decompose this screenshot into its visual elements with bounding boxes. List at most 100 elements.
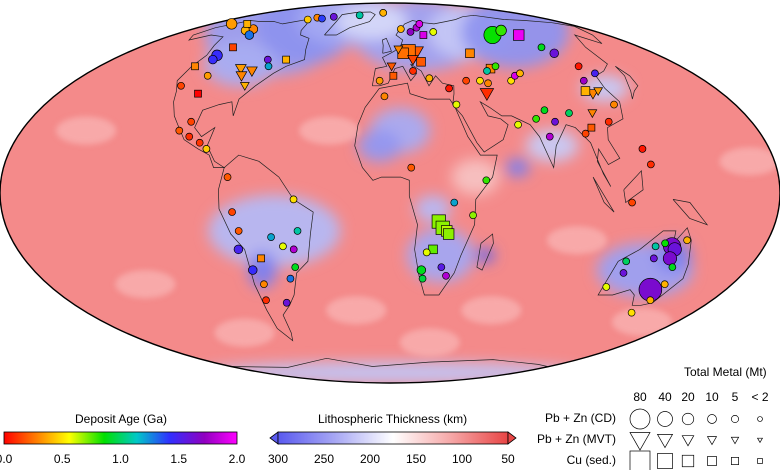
deposit-square <box>513 29 525 41</box>
deposit-circle <box>610 100 618 109</box>
deposit-circle <box>291 263 300 272</box>
deposit-triangle <box>479 88 495 102</box>
deposit-circle <box>425 74 434 83</box>
deposit-circle <box>233 244 244 255</box>
ocean-background <box>0 3 780 383</box>
size-legend-column-label: 20 <box>681 390 695 404</box>
age-legend-title: Deposit Age (Ga) <box>75 412 168 426</box>
deposit-triangle <box>587 89 599 100</box>
deposit-square <box>243 20 252 28</box>
thickness-colorbar <box>269 431 517 445</box>
deposit-circle <box>482 176 491 185</box>
size-legend-circle <box>629 408 651 430</box>
deposit-circle <box>416 265 427 275</box>
deposit-circle <box>445 84 453 93</box>
deposit-circle <box>532 114 540 123</box>
deposit-circle <box>579 76 588 85</box>
deposit-square <box>442 228 455 240</box>
size-legend-symbols <box>629 408 764 470</box>
age-tick-label: 2.0 <box>228 452 246 466</box>
deposit-circle <box>203 71 212 80</box>
deposit-circle <box>651 242 660 251</box>
deposit-circle <box>619 269 628 277</box>
deposit-circle <box>418 274 427 283</box>
deposit-circle <box>491 62 500 71</box>
deposit-square <box>419 31 428 39</box>
age-tick-label: 1.0 <box>112 452 129 466</box>
deposit-circle <box>234 227 243 235</box>
size-legend-column-label: 40 <box>658 390 672 404</box>
deposit-square <box>229 43 237 52</box>
thickness-legend-title: Lithospheric Thickness (km) <box>318 412 468 426</box>
deposit-circle <box>495 24 507 37</box>
deposit-circle <box>638 145 647 153</box>
deposit-circle <box>602 283 611 291</box>
deposit-circle <box>540 106 549 115</box>
deposit-square <box>389 71 398 80</box>
deposit-square <box>191 62 199 71</box>
deposit-circle <box>208 54 218 65</box>
deposit-circle <box>407 163 416 172</box>
size-legend-title: Total Metal (Mt) <box>684 365 767 379</box>
deposit-triangle <box>386 62 397 72</box>
deposit-circle <box>469 211 477 220</box>
deposit-circle <box>627 308 636 317</box>
size-legend-row-label: Pb + Zn (MVT) <box>536 432 616 446</box>
deposit-triangle <box>245 66 258 77</box>
size-legend-circle <box>707 414 717 424</box>
size-legend-square <box>757 458 763 464</box>
deposit-triangle <box>587 109 598 119</box>
deposit-circle <box>248 265 258 275</box>
deposit-circle <box>303 15 312 24</box>
age-tick-label: 0.0 <box>0 452 13 466</box>
coastlines <box>173 11 709 368</box>
size-legend-circle <box>731 415 739 423</box>
deposit-circle <box>293 227 302 235</box>
size-legend-square <box>657 453 673 469</box>
thickness-detail <box>56 116 780 357</box>
deposit-triangle <box>406 55 419 66</box>
size-legend-row-label: Cu (sed.) <box>566 453 616 467</box>
deposit-circle <box>660 280 669 289</box>
size-legend-circle <box>657 411 673 427</box>
deposit-circle <box>442 271 450 280</box>
deposit-circle <box>429 28 438 36</box>
deposit-circle <box>329 12 338 21</box>
thickness-tick-label: 50 <box>501 452 515 466</box>
deposit-circle <box>406 28 415 36</box>
deposit-square <box>257 254 265 263</box>
deposit-triangle <box>235 71 248 82</box>
deposit-square <box>580 86 591 96</box>
deposit-triangle <box>239 82 250 91</box>
deposit-circle <box>450 198 459 207</box>
deposit-circle <box>397 25 405 33</box>
deposit-circle <box>195 138 204 147</box>
size-legend-triangle <box>656 434 674 449</box>
size-legend-row-label: Pb + Zn (CD) <box>544 411 616 425</box>
deposit-circle <box>282 298 291 307</box>
deposit-circle <box>415 20 424 28</box>
deposit-triangle <box>593 87 604 97</box>
deposit-circle <box>647 160 655 169</box>
deposit-circle <box>484 79 492 88</box>
deposit-circle <box>318 14 326 23</box>
deposit-circle <box>185 132 194 141</box>
deposit-circle <box>483 67 491 75</box>
deposit-square <box>465 48 475 58</box>
size-legend-column-label: < 2 <box>751 390 769 404</box>
age-colorbar <box>3 431 238 445</box>
deposit-triangle <box>393 45 404 55</box>
deposit-circle <box>267 233 275 241</box>
size-legend-triangle <box>756 437 764 444</box>
size-legend-column-label: 5 <box>731 390 739 404</box>
deposit-triangle <box>234 64 247 75</box>
deposit-circle <box>177 81 185 90</box>
deposit-circle <box>622 257 631 266</box>
deposit-circle <box>662 251 678 266</box>
deposit-circle <box>375 76 384 85</box>
deposit-circle <box>661 239 669 248</box>
deposit-circle <box>175 126 184 135</box>
deposit-circle <box>565 109 573 117</box>
deposit-circle <box>452 100 461 109</box>
